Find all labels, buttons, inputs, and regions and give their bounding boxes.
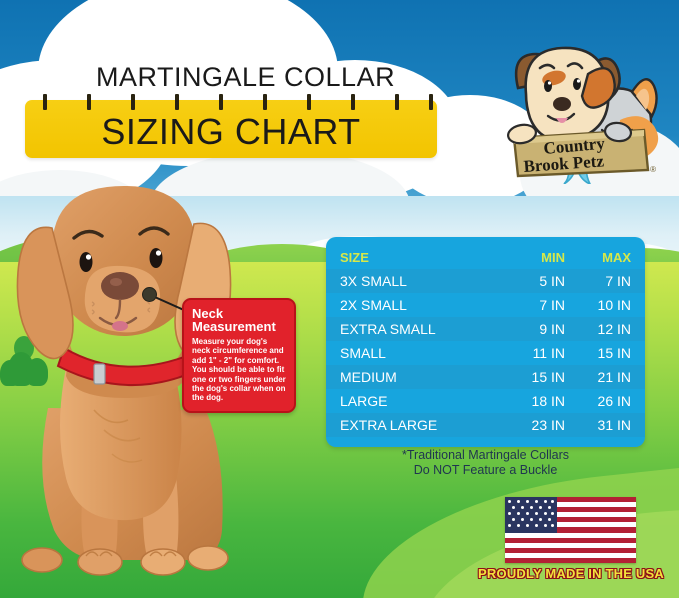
table-row: EXTRA SMALL 9 IN 12 IN [326,317,645,341]
page-title-top: MARTINGALE COLLAR [96,62,396,92]
column-header-max: MAX [602,249,631,265]
ruler-tick-icon [351,94,355,110]
flag-canton [505,497,557,533]
table-row: LARGE 18 IN 26 IN [326,389,645,413]
banner-title: SIZING CHART [101,111,361,152]
cell-min: 15 IN [531,369,565,385]
cell-min: 23 IN [531,417,565,433]
callout-pointer-dot [142,287,157,302]
dog-illustration [514,46,621,142]
ruler-tick-icon [175,94,179,110]
ruler-tick-icon [87,94,91,110]
sizing-table: SIZE MIN MAX 3X SMALL 5 IN 7 IN 2X SMALL… [326,237,645,447]
table-row: MEDIUM 15 IN 21 IN [326,365,645,389]
cell-min: 9 IN [539,321,565,337]
cell-size: EXTRA SMALL [340,321,436,337]
country-brook-petz-logo: Country Brook Petz ® [492,34,662,184]
column-header-size: SIZE [340,249,369,265]
cell-max: 31 IN [597,417,631,433]
cell-min: 5 IN [539,273,565,289]
footnote-line-1: *Traditional Martingale Collars [402,448,569,462]
made-in-usa-text: PROUDLY MADE IN THE USA [478,566,664,581]
cell-min: 18 IN [531,393,565,409]
cell-max: 10 IN [597,297,631,313]
table-row: SMALL 11 IN 15 IN [326,341,645,365]
cell-max: 7 IN [605,273,631,289]
ruler-tick-icon [263,94,267,110]
cell-max: 21 IN [597,369,631,385]
ruler-tick-icon [429,94,433,110]
sizing-chart-banner: SIZING CHART [25,94,437,158]
ruler-tick-icon [395,94,399,110]
registered-trademark-icon: ® [650,165,656,174]
ruler-tick-icon [43,94,47,110]
cell-size: EXTRA LARGE [340,417,438,433]
table-row: 3X SMALL 5 IN 7 IN [326,269,645,293]
cell-size: 3X SMALL [340,273,407,289]
ruler-tick-icon [219,94,223,110]
neck-measurement-callout: Neck Measurement Measure your dog's neck… [182,298,296,413]
cell-size: LARGE [340,393,388,409]
cell-size: MEDIUM [340,369,397,385]
ruler-tick-icon [131,94,135,110]
ruler-tick-icon [307,94,311,110]
column-header-min: MIN [541,249,565,265]
callout-heading-line1: Neck [192,306,224,321]
bush [26,358,48,386]
cell-max: 26 IN [597,393,631,409]
cell-size: 2X SMALL [340,297,407,313]
dog-illustration [8,158,238,578]
callout-heading-line2: Measurement [192,319,276,334]
cell-max: 12 IN [597,321,631,337]
cell-min: 7 IN [539,297,565,313]
callout-heading: Neck Measurement [192,307,286,333]
usa-flag [505,497,636,564]
table-row: EXTRA LARGE 23 IN 31 IN [326,413,645,437]
cell-max: 15 IN [597,345,631,361]
footnote: *Traditional Martingale Collars Do NOT F… [326,448,645,478]
footnote-line-2: Do NOT Feature a Buckle [413,463,558,477]
cell-min: 11 IN [532,345,565,361]
table-row: 2X SMALL 7 IN 10 IN [326,293,645,317]
cell-size: SMALL [340,345,386,361]
table-header-row: SIZE MIN MAX [326,245,645,269]
callout-body: Measure your dog's neck circumference an… [192,337,286,403]
